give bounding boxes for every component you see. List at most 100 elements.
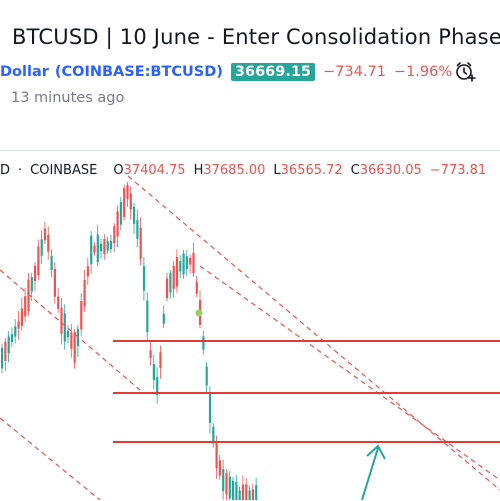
candle-body (133, 206, 136, 224)
candle-body (50, 255, 53, 271)
candle-body (175, 257, 179, 287)
open-value: 37404.75 (123, 162, 186, 178)
marker-dot (195, 309, 203, 317)
candle-body (245, 484, 248, 500)
ohlc-legend: D · COINBASE O 37404.75 H 37685.00 L 36565.… (0, 160, 486, 180)
candle-body (222, 469, 225, 492)
candle-body (169, 273, 172, 293)
price-badge: 36669.15 (230, 63, 316, 81)
candle-body (166, 278, 169, 299)
candle-body (235, 482, 238, 500)
high-label: H (193, 162, 204, 178)
candle-body (43, 228, 47, 241)
candle-body (119, 201, 122, 225)
candle-body (192, 252, 195, 274)
candle-body (106, 241, 109, 251)
symbol-row: Dollar (COINBASE:BTCUSD) 36669.15 −734.7… (0, 60, 452, 84)
candle-body (53, 268, 56, 297)
candle-body (109, 240, 113, 250)
channel-line-upper (127, 175, 500, 491)
candle-body (24, 296, 27, 317)
candle-body (189, 257, 192, 265)
candle-body (228, 476, 231, 499)
candle-body (20, 308, 23, 327)
open-label: O (113, 162, 124, 178)
candle-body (195, 281, 198, 294)
candle-body (63, 313, 66, 342)
candle-body (136, 219, 139, 239)
channel-line-middle (0, 269, 141, 391)
candle-body (60, 307, 63, 334)
support-levels (113, 340, 500, 443)
candle-body (139, 227, 142, 259)
candle-body (90, 235, 93, 265)
candle-body (70, 332, 73, 349)
candle-body (149, 350, 152, 359)
candle-body (238, 490, 241, 500)
candle-body (179, 261, 182, 272)
add-alert-icon[interactable] (453, 59, 477, 83)
idea-title: BTCUSD | 10 June - Enter Consolidation P… (12, 25, 500, 49)
candle-body (232, 480, 235, 500)
candle-body (17, 321, 20, 329)
price-change-percent: −1.96% (393, 64, 453, 80)
forecast-arrow (361, 444, 386, 500)
legend-prefix: D (0, 162, 11, 178)
candle-body (10, 334, 14, 343)
candle-body (80, 300, 83, 330)
candle-body (86, 266, 89, 277)
candle-body (142, 266, 146, 291)
legend-exchange: COINBASE (30, 162, 98, 178)
candle-body (30, 277, 33, 292)
channel-line-lower (0, 417, 101, 500)
candle-body (218, 460, 221, 476)
candle-body (251, 489, 254, 500)
candlestick-series (1, 181, 258, 500)
candle-body (185, 256, 188, 269)
candle-body (146, 300, 149, 333)
candle-body (182, 253, 185, 275)
symbol-name-link[interactable]: Dollar (0, 64, 49, 80)
candle-body (208, 392, 212, 423)
close-label: C (350, 162, 360, 178)
high-value: 37685.00 (203, 162, 266, 178)
legend-separator: · (18, 162, 23, 178)
price-chart (0, 175, 500, 500)
candle-body (67, 330, 70, 338)
candle-body (4, 341, 7, 361)
candle-body (96, 234, 99, 263)
candle-body (57, 296, 60, 309)
close-value: 36630.05 (359, 162, 422, 178)
chart-area[interactable] (0, 150, 500, 501)
candle-body (215, 443, 218, 469)
candle-body (83, 280, 86, 307)
published-time: 13 minutes ago (11, 90, 125, 106)
candle-body (1, 347, 4, 369)
candle-body (126, 184, 129, 199)
candle-body (159, 352, 162, 368)
candle-body (241, 484, 245, 500)
candle-body (40, 239, 43, 256)
candle-body (205, 366, 208, 386)
candle-body (113, 226, 116, 244)
candle-body (248, 490, 251, 500)
candle-body (93, 245, 96, 253)
candle-body (14, 326, 17, 337)
candle-body (172, 265, 175, 289)
candle-body (27, 279, 30, 312)
candle-body (47, 234, 50, 252)
price-change: −734.71 (323, 64, 386, 80)
trend-channel (0, 175, 500, 500)
candle-body (37, 246, 40, 276)
candle-body (129, 193, 132, 210)
candle-body (34, 265, 37, 281)
low-label: L (273, 162, 281, 178)
candle-body (156, 377, 159, 395)
channel-line-right (199, 265, 500, 481)
candle-body (123, 188, 126, 218)
symbol-exchange-link[interactable]: (COINBASE:BTCUSD) (54, 64, 223, 80)
candle-body (162, 313, 165, 324)
candle-body (116, 211, 119, 237)
candle-body (225, 473, 228, 495)
candle-body (73, 331, 76, 363)
